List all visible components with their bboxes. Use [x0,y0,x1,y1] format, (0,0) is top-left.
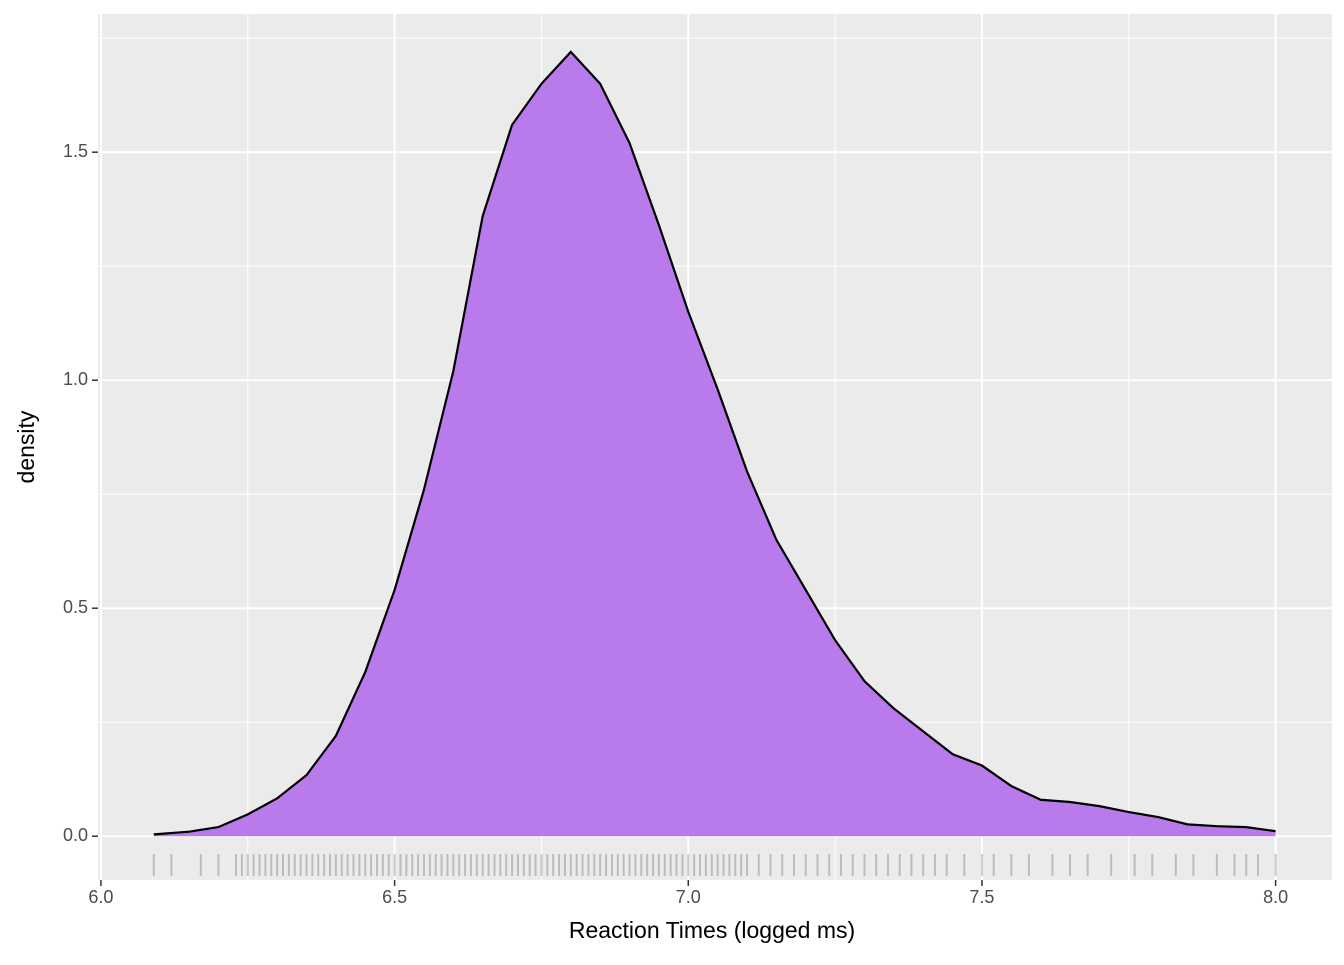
density-line [153,50,1276,836]
y-tick-label: 1.5 [63,141,88,161]
x-tick-label: 6.0 [88,887,113,907]
x-axis-title: Reaction Times (logged ms) [569,917,855,943]
x-tick-label: 7.5 [969,887,994,907]
y-axis-title: density [13,410,39,483]
x-tick-label: 8.0 [1263,887,1288,907]
y-tick-label: 0.0 [63,825,88,845]
y-tick-label: 0.5 [63,597,88,617]
density-area [153,51,1276,837]
x-tick-label: 7.0 [676,887,701,907]
x-tick-label: 6.5 [382,887,407,907]
y-tick-label: 1.0 [63,369,88,389]
